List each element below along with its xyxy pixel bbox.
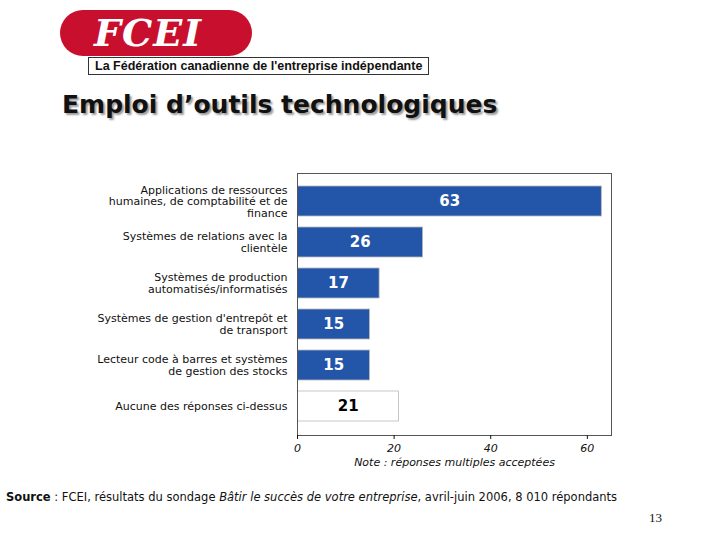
svg-text:Systèmes de relations avec lac: Systèmes de relations avec laclientèle <box>123 230 288 255</box>
svg-text:0: 0 <box>294 442 301 455</box>
html-text:Emploi d’outils technologiques: Emploi d’outils technologiques <box>62 90 498 119</box>
svg-text:Applications de ressourceshuma: Applications de ressourceshumaines, de c… <box>109 184 288 220</box>
html-text:Source: FCEI, résultats du son: Source: FCEI, résultats du sondage Bâtir… <box>6 490 618 504</box>
svg-text:Lecteur code à barres et systè: Lecteur code à barres et systèmesde gest… <box>97 353 288 378</box>
svg-text:60: 60 <box>580 442 594 455</box>
html-text:La Fédération canadienne de l': La Fédération canadienne de l'entreprise… <box>95 59 423 73</box>
svg-text:Aucune des réponses ci-dessus: Aucune des réponses ci-dessus <box>115 400 287 413</box>
html-text:FCEI: FCEI <box>94 10 202 55</box>
svg-text:Systèmes de productionautomati: Systèmes de productionautomatisés/inform… <box>148 271 288 296</box>
svg-text:Note : réponses multiples acce: Note : réponses multiples acceptées <box>354 456 555 469</box>
svg-text:Systèmes de gestion d'entrepôt: Systèmes de gestion d'entrepôt etde tran… <box>97 312 288 337</box>
svg-text:63: 63 <box>439 192 460 210</box>
svg-text:20: 20 <box>387 442 401 455</box>
svg-text:17: 17 <box>328 274 349 292</box>
svg-text:26: 26 <box>350 233 371 251</box>
svg-text:15: 15 <box>323 315 344 333</box>
html-text:13: 13 <box>649 510 662 525</box>
svg-text:15: 15 <box>323 356 344 374</box>
svg-text:21: 21 <box>338 397 359 415</box>
svg-text:40: 40 <box>484 442 498 455</box>
